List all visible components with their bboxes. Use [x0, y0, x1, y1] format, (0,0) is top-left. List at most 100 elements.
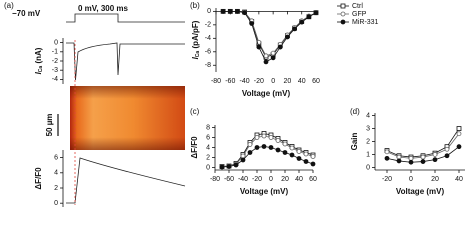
fluorescence-trace [66, 157, 186, 204]
marker [268, 145, 274, 150]
marker [277, 44, 283, 50]
marker [432, 152, 438, 157]
marker [456, 126, 462, 131]
y-tick-label: -2 [52, 58, 58, 65]
annotation: 0 mV, 300 ms [78, 4, 129, 13]
x-tick-label: 0 [269, 176, 273, 183]
y-tick-label: 4 [206, 144, 210, 151]
marker [292, 26, 297, 32]
marker [240, 153, 246, 159]
x-tick-label: -40 [238, 176, 248, 183]
marker [456, 131, 462, 137]
y-tick-label: 0 [54, 200, 58, 207]
marker [296, 156, 302, 161]
y-tick-label: -4 [52, 76, 58, 83]
x-tick-label: -20 [252, 176, 262, 183]
y-tick-label: -1 [52, 49, 58, 56]
marker [226, 164, 232, 169]
y-tick-label: -4 [205, 35, 211, 42]
y-label-main: I [191, 56, 200, 59]
y-tick-label: 1 [366, 151, 370, 158]
y-label-sub: Ca [195, 51, 201, 58]
y-label-rest: (nA) [34, 47, 43, 66]
panel-label: (b) [190, 1, 200, 10]
marker [263, 59, 269, 65]
marker [240, 157, 246, 163]
y-axis-label: ICa (pA/pF) [191, 20, 201, 59]
marker [261, 133, 267, 139]
y-axis-label: ICa (nA) [34, 47, 44, 74]
x-tick-label: 60 [312, 78, 320, 85]
marker [261, 144, 267, 149]
linescan-shade [70, 86, 185, 150]
marker [233, 162, 239, 168]
marker [235, 8, 240, 14]
x-axis-label: Voltage (mV) [242, 89, 291, 98]
marker [408, 159, 414, 165]
x-axis-label: Voltage (mV) [240, 187, 289, 196]
y-tick-label: -3 [52, 67, 58, 74]
marker [249, 21, 255, 26]
x-tick-label: 40 [298, 78, 306, 85]
series-line [223, 10, 317, 58]
marker [396, 158, 402, 164]
marker [313, 10, 319, 16]
y-tick-label: -8 [205, 62, 211, 69]
marker [220, 8, 226, 14]
x-tick-label: -60 [225, 78, 235, 85]
x-tick-label: 40 [295, 176, 303, 183]
y-tick-label: 0 [366, 164, 370, 171]
x-tick-label: 20 [431, 176, 439, 183]
y-tick-label: 2 [206, 154, 210, 161]
marker [384, 155, 390, 161]
x-tick-label: 0 [271, 78, 275, 85]
marker [275, 138, 281, 143]
marker [227, 8, 233, 14]
x-tick-label: -40 [240, 78, 250, 85]
marker [263, 53, 269, 59]
panel-label: (a) [4, 1, 14, 10]
y-tick-label: 0 [54, 39, 58, 46]
y-tick-label: 6 [54, 154, 58, 161]
legend-label: MiR-331 [352, 19, 379, 26]
y-axis-label: Gain [350, 132, 359, 150]
marker [384, 149, 390, 155]
marker [285, 34, 290, 40]
x-tick-label: -20 [254, 78, 264, 85]
x-tick-label: 20 [284, 78, 292, 85]
marker [219, 164, 225, 170]
voltage-protocol [66, 13, 185, 23]
y-axis-label: ΔF/F0 [190, 136, 199, 159]
y-label-sub: Ca [38, 66, 44, 73]
marker [296, 149, 302, 154]
y-label-main: I [34, 71, 43, 74]
marker [256, 44, 262, 50]
x-tick-label: 60 [309, 176, 317, 183]
marker [247, 150, 253, 155]
x-tick-label: 40 [455, 176, 463, 183]
marker [268, 135, 274, 140]
marker [289, 145, 295, 151]
annotation: −70 mV [12, 9, 41, 18]
marker [282, 150, 288, 155]
panel-label: (d) [350, 107, 360, 116]
marker [270, 55, 276, 61]
y-tick-label: 2 [54, 185, 58, 192]
x-tick-label: 20 [281, 176, 289, 183]
scale-bar-label: 50 µm [45, 114, 54, 137]
y-tick-label: 8 [206, 124, 210, 131]
x-tick-label: -20 [382, 176, 392, 183]
marker [242, 10, 247, 16]
legend-marker [340, 11, 346, 17]
y-axis-label: ΔF/F0 [34, 167, 43, 190]
marker [254, 135, 260, 140]
marker [420, 154, 426, 160]
legend-marker [340, 3, 346, 9]
y-tick-label: 6 [206, 134, 210, 141]
marker [432, 157, 438, 163]
marker [396, 154, 402, 160]
legend-label: Ctrl [352, 3, 363, 10]
x-axis-label: Voltage (mV) [396, 187, 445, 196]
marker [275, 147, 281, 153]
marker [408, 155, 414, 161]
